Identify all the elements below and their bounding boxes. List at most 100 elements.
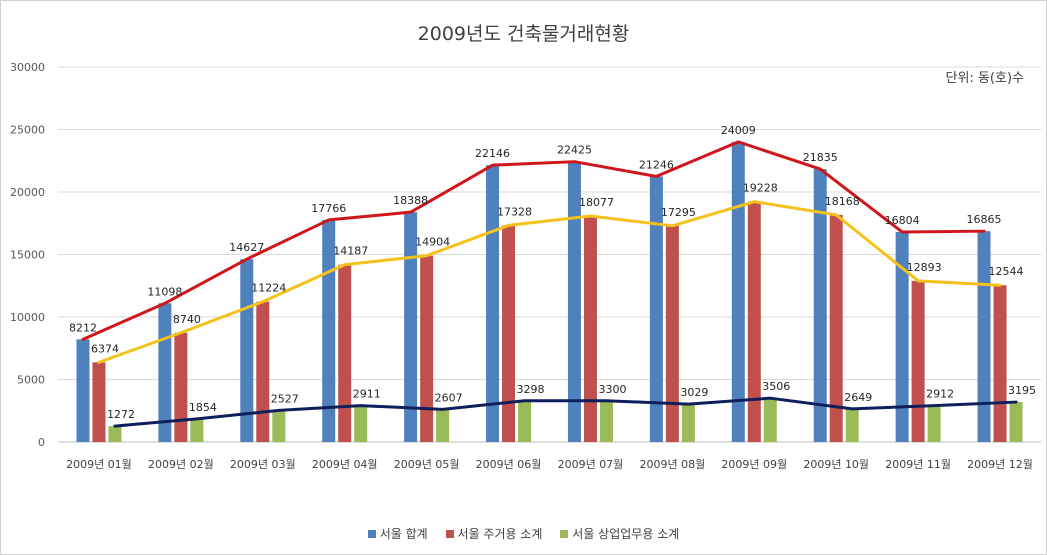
data-label: 12544 [989,265,1024,278]
x-tick-label: 2009년 10월 [803,458,869,471]
data-label: 3300 [598,383,626,396]
data-label: 14904 [415,236,450,249]
y-tick-label: 10000 [10,311,45,324]
data-label: 21246 [639,158,674,171]
data-label: 22146 [475,147,510,160]
chart-title: 2009년도 건축물거래현황 [417,23,630,45]
data-label: 14627 [229,241,264,254]
data-label: 2649 [844,391,872,404]
x-tick-label: 2009년 08월 [640,458,706,471]
data-label: 16865 [967,213,1002,226]
y-tick-label: 20000 [10,186,45,199]
data-label: 2607 [435,391,463,404]
bar [993,285,1007,442]
data-label: 3029 [680,386,708,399]
bar [845,408,859,442]
bar [518,400,532,442]
data-label: 2527 [271,392,299,405]
data-label: 3298 [517,383,545,396]
y-tick-label: 30000 [10,61,45,74]
bar [76,339,90,442]
x-tick-label: 2009년 06월 [476,458,542,471]
legend-item-total: 서울 합계 [367,525,428,542]
data-label: 6374 [91,342,119,355]
data-label: 22425 [557,144,592,157]
bar [681,404,695,442]
bar [911,280,925,442]
bar [404,212,418,442]
y-tick-label: 0 [38,436,45,449]
data-label: 3506 [762,380,790,393]
bar [338,264,352,442]
legend: 서울 합계 서울 주거용 소계 서울 상업업무용 소계 [1,525,1046,542]
data-label: 8740 [173,313,201,326]
bar [927,405,941,442]
bar [486,165,500,443]
series-line [81,140,986,341]
bar [763,398,777,442]
bar [256,301,270,442]
data-label: 11098 [147,285,182,298]
legend-swatch-residential [445,530,454,538]
series-line [97,200,1002,364]
bar [174,332,188,442]
y-tick-label: 15000 [10,249,45,262]
x-tick-label: 2009년 07월 [558,458,624,471]
data-label: 18168 [825,195,860,208]
bar [731,141,745,442]
bar [665,225,679,442]
data-label: 11224 [251,282,286,295]
data-label: 14187 [333,245,368,258]
bar [354,405,368,442]
x-tick-label: 2009년 02월 [148,458,214,471]
legend-label-residential: 서울 주거용 소계 [457,527,543,541]
bar [977,231,991,442]
bar [322,219,336,442]
legend-swatch-commercial [560,530,569,538]
y-tick-label: 25000 [10,124,45,137]
data-label: 19228 [743,182,778,195]
data-label: 18077 [579,196,614,209]
data-label: 18388 [393,194,428,207]
x-tick-label: 2009년 03월 [230,458,296,471]
legend-item-commercial: 서울 상업업무용 소계 [560,525,679,542]
legend-swatch-total [367,530,376,538]
data-label: 17295 [661,206,696,219]
x-tick-label: 2009년 12월 [967,458,1033,471]
data-label: 16804 [885,214,920,227]
bar [813,169,827,442]
data-label: 2911 [353,388,381,401]
data-label: 24009 [721,124,756,137]
legend-label-total: 서울 합계 [379,527,428,541]
bar [895,231,909,442]
bar [272,410,286,442]
data-label: 1272 [107,408,135,421]
bar [420,255,434,442]
data-label: 12893 [907,261,942,274]
bar [649,176,663,443]
data-label: 2912 [926,388,954,401]
data-label: 17766 [311,202,346,215]
bar [158,303,172,442]
data-label: 21835 [803,151,838,164]
bar [567,161,581,442]
bar [108,426,122,442]
data-label: 1854 [189,401,217,414]
legend-item-residential: 서울 주거용 소계 [445,525,543,542]
legend-label-commercial: 서울 상업업무용 소계 [572,527,680,541]
bar [583,216,597,442]
x-tick-label: 2009년 09월 [721,458,787,471]
bar [436,409,450,442]
bar [502,225,516,442]
bar [747,201,761,442]
x-tick-label: 2009년 04월 [312,458,378,471]
bar [190,418,204,442]
bar [1009,402,1023,442]
x-tick-label: 2009년 05월 [394,458,460,471]
x-tick-label: 2009년 01월 [66,458,132,471]
data-label: 8212 [69,321,97,334]
unit-label: 단위: 동(호)수 [945,71,1024,86]
bar [599,400,613,442]
x-tick-label: 2009년 11월 [885,458,951,471]
